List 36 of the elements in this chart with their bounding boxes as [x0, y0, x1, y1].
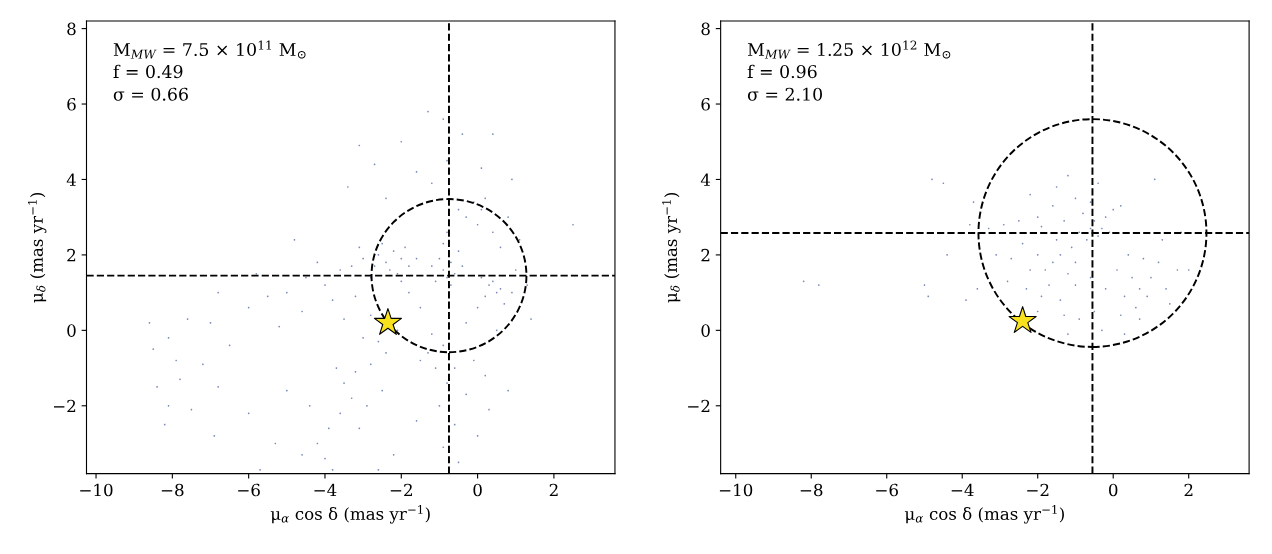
x-axis-title: μ$_{α}$ cos δ (mas yr$^{−1}$)	[904, 505, 1064, 524]
y-tick-label: 8	[67, 22, 76, 36]
y-axis-title: μ$_{δ}$ (mas yr$^{−1}$)	[662, 192, 681, 303]
x-tick-label: 2	[1184, 483, 1193, 497]
x-tick-label: 0	[1109, 483, 1118, 497]
y-tick-label: 2	[67, 248, 76, 262]
y-tick-label: 0	[67, 324, 76, 337]
y-tick-label: 4	[700, 173, 711, 186]
y-tick-label: 4	[66, 173, 76, 186]
x-tick-label: −10	[80, 483, 113, 497]
y-tick-label: 6	[701, 97, 710, 111]
y-tick-label: 6	[67, 97, 76, 111]
annotation: M$_{MW}$ = 1.25 × 10$^{12}$ M$_{⊙}$	[747, 40, 951, 59]
annotation: f = 0.49	[113, 64, 183, 79]
x-tick-label: −8	[161, 483, 184, 497]
x-tick-label: −2	[1027, 483, 1049, 497]
y-tick-label: −2	[688, 399, 710, 413]
x-tick-label: 2	[549, 483, 558, 497]
y-tick-label: −2	[53, 399, 76, 413]
x-axis-title: μ$_{α}$ cos δ (mas yr$^{−1}$)	[270, 505, 430, 524]
x-tick-label: −4	[314, 483, 337, 497]
y-tick-label: 0	[701, 324, 710, 337]
annotation: f = 0.96	[747, 64, 817, 79]
x-tick-label: −8	[800, 483, 823, 497]
x-tick-label: 0	[473, 483, 482, 497]
annotation: σ = 0.66	[113, 87, 188, 101]
x-tick-label: −4	[951, 483, 974, 497]
annotation: M$_{MW}$ = 7.5 × 10$^{11}$ M$_{⊙}$	[113, 40, 306, 59]
annotation: σ = 2.10	[747, 87, 823, 101]
x-tick-label: −6	[876, 483, 898, 497]
y-axis-title: μ$_{δ}$ (mas yr$^{−1}$)	[27, 192, 47, 303]
y-tick-label: 2	[701, 248, 710, 262]
y-tick-label: 8	[701, 22, 710, 36]
x-tick-label: −2	[390, 483, 412, 497]
x-tick-label: −6	[238, 483, 260, 497]
x-tick-label: −10	[719, 483, 753, 497]
